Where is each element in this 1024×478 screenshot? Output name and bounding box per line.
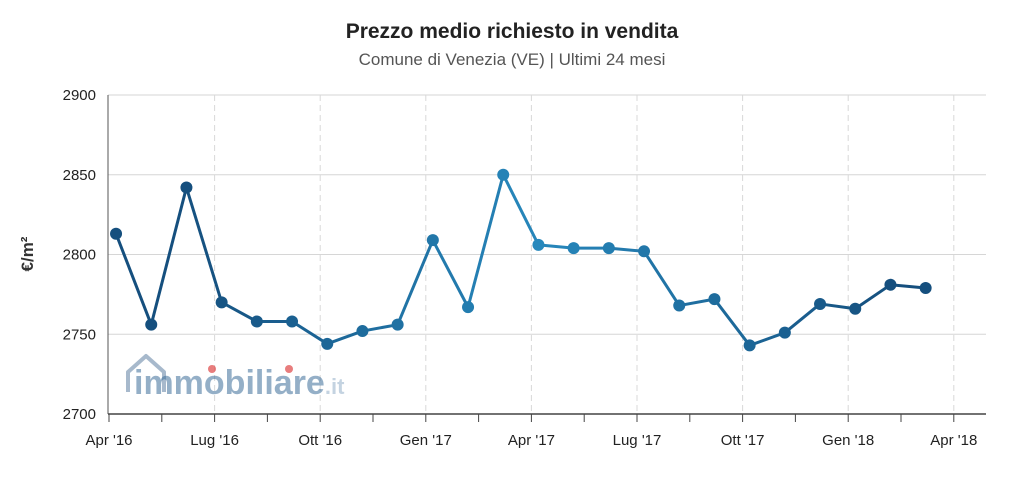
series-line-segment	[712, 297, 752, 347]
data-point[interactable]	[215, 296, 228, 309]
data-point[interactable]	[849, 302, 862, 315]
chart-title: Prezzo medio richiesto in vendita	[345, 20, 679, 43]
y-tick-label: 2750	[63, 326, 96, 343]
data-point[interactable]	[708, 293, 721, 306]
x-tick-label: Gen '17	[400, 432, 452, 449]
series-line-segment	[114, 232, 153, 327]
series-line-segment	[748, 331, 787, 347]
data-point[interactable]	[426, 234, 439, 247]
data-point[interactable]	[321, 337, 334, 350]
series-line-segment	[184, 186, 224, 304]
data-point[interactable]	[145, 318, 158, 331]
data-point[interactable]	[391, 318, 404, 331]
data-point[interactable]	[462, 301, 475, 314]
series-lines	[114, 173, 928, 347]
series-line-segment	[220, 300, 259, 323]
x-tick-label: Ott '16	[298, 432, 342, 449]
series-line-segment	[431, 238, 470, 309]
x-tick-label: Lug '17	[613, 432, 662, 449]
data-point[interactable]	[567, 242, 580, 255]
x-tick-label: Lug '16	[190, 432, 239, 449]
y-tick-label: 2800	[63, 247, 96, 264]
data-point[interactable]	[814, 297, 827, 310]
series-line-segment	[853, 283, 892, 311]
series-line-segment	[642, 249, 681, 308]
series-line-segment	[149, 186, 188, 327]
data-point[interactable]	[180, 181, 193, 194]
series-markers	[110, 168, 932, 352]
y-tick-label: 2900	[63, 87, 96, 104]
series-line-segment	[396, 238, 435, 327]
series-line-segment	[466, 173, 505, 309]
y-axis-title: €/m²	[18, 236, 37, 271]
series-line-segment	[325, 329, 364, 346]
data-point[interactable]	[602, 242, 615, 255]
x-tick-label: Ott '17	[721, 432, 765, 449]
watermark-dot-icon	[208, 365, 216, 373]
data-point[interactable]	[250, 315, 263, 328]
x-tick-label: Apr '16	[85, 432, 132, 449]
y-tick-label: 2700	[63, 406, 96, 423]
y-tick-label: 2850	[63, 167, 96, 184]
data-point[interactable]	[286, 315, 299, 328]
data-point[interactable]	[532, 238, 545, 251]
x-tick-label: Apr '18	[930, 432, 977, 449]
data-point[interactable]	[743, 339, 756, 352]
data-point[interactable]	[673, 299, 686, 312]
x-tick-label: Gen '18	[822, 432, 874, 449]
data-point[interactable]	[638, 245, 651, 258]
x-tick-label: Apr '17	[508, 432, 555, 449]
watermark-text: immobiliare.it	[134, 364, 345, 402]
axes: 2700 2750 2800 2850 2900 Apr '16 Lug '16 Ott '1…	[63, 87, 986, 449]
data-point[interactable]	[778, 326, 791, 339]
watermark-logo: immobiliare.it	[126, 354, 345, 402]
series-line-segment	[501, 173, 540, 247]
data-point[interactable]	[497, 168, 510, 181]
watermark-dot-icon	[285, 365, 293, 373]
data-point[interactable]	[884, 278, 897, 291]
chart-subtitle: Comune di Venezia (VE) | Ultimi 24 mesi	[358, 50, 666, 69]
data-point[interactable]	[356, 325, 369, 338]
watermark-house-icon	[126, 354, 166, 392]
series-line-segment	[290, 319, 329, 346]
data-point[interactable]	[919, 281, 932, 294]
series-line-segment	[783, 302, 822, 335]
data-point[interactable]	[110, 227, 123, 240]
grid	[108, 94, 986, 414]
